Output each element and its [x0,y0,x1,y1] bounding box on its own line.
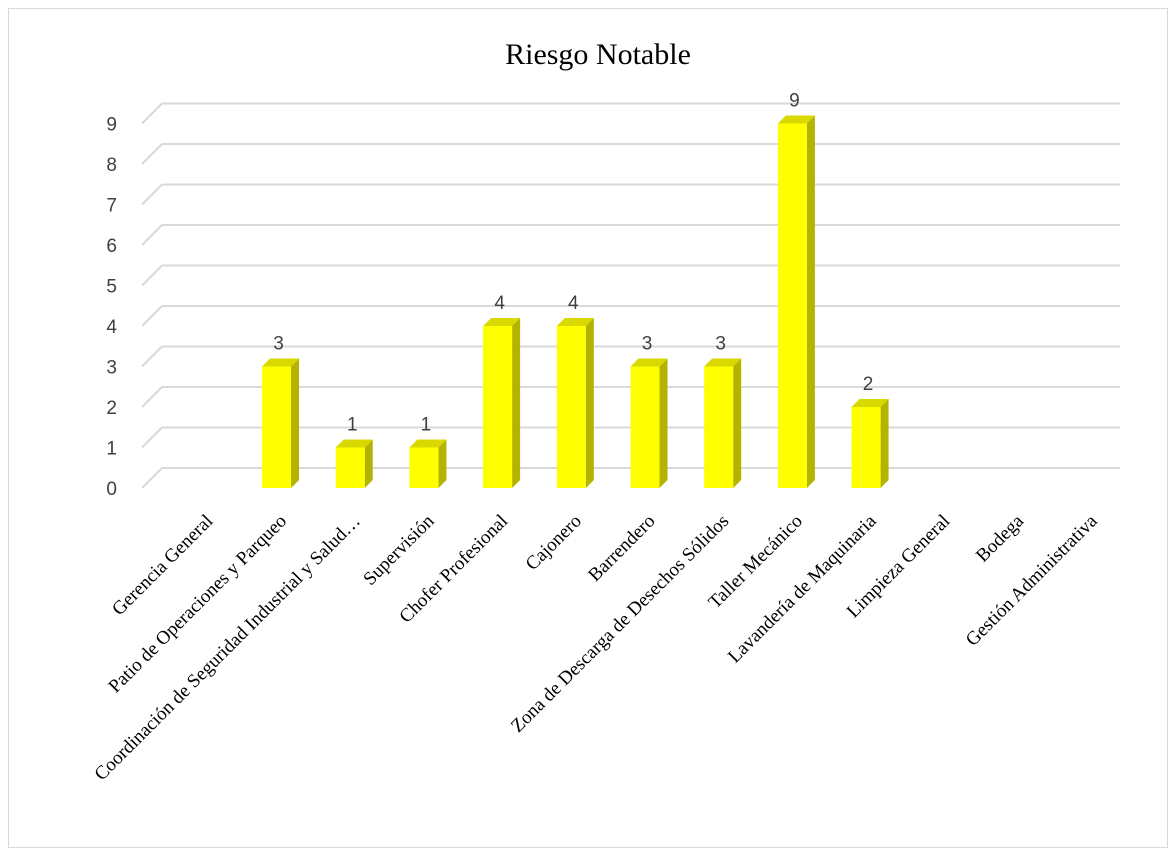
chart-title: Riesgo Notable [505,38,691,71]
bar-side [291,358,300,488]
data-label: 1 [421,415,432,436]
bar-top [409,439,447,448]
y-tick-label: 8 [106,155,117,176]
y-tick-label: 0 [106,479,117,500]
bar-side [733,358,742,488]
data-label: 3 [715,334,726,355]
bar [262,358,300,488]
bar-side [585,318,594,488]
bar-front [483,326,513,488]
y-tick-label: 5 [106,277,117,298]
bar-front [630,366,660,488]
gridline-side [141,183,163,206]
gridline-side [141,264,163,287]
data-labels: 3 1 1 4 4 3 3 9 2 [273,91,873,436]
bar-top [630,358,668,367]
bar-top [262,358,300,367]
bar-front [409,447,439,488]
bar-top [483,318,521,326]
y-tick-label: 6 [106,236,117,257]
bar-top [556,318,594,326]
bar-side [806,115,815,488]
data-label: 9 [789,91,800,112]
gridline-side [141,386,163,408]
y-tick-label: 2 [106,398,117,419]
x-tick-label: Bodega [972,510,1028,566]
gridline-side [141,426,163,449]
data-label: 4 [568,293,579,314]
bar [851,399,889,488]
bar-side [438,439,447,488]
x-tick-label: Lavandería de Maquinaria [724,510,881,667]
bar [556,318,594,488]
bar-top [777,115,815,124]
x-tick-label: Supervisión [359,510,438,589]
bar [777,115,815,488]
x-tick-label: Coordinación de Seguridad Industrial y S… [91,511,365,785]
x-tick-label: Barrendero [584,511,659,586]
bar-top [704,358,742,367]
y-tick-label: 9 [106,115,117,136]
bar [630,358,668,488]
x-tick-label: Cajonero [522,511,586,575]
bar-front [851,407,881,488]
bar-front [335,447,365,488]
y-axis: 0 1 2 3 4 5 6 7 8 9 [106,115,117,501]
data-label: 3 [642,334,653,355]
gridline-side [141,467,163,489]
bar-top [335,439,373,448]
bar-front [262,366,292,488]
bar [704,358,742,488]
gridline-side [141,305,163,327]
data-label: 4 [494,293,505,314]
bar [483,318,521,488]
bar-front [704,366,734,488]
y-tick-label: 4 [106,317,117,338]
bar-side [659,358,668,488]
gridline-side [141,224,163,246]
data-label: 3 [273,334,284,355]
bar-top [851,399,889,407]
x-tick-label: Gestión Administrativa [962,510,1102,650]
bar [409,439,447,488]
gridline-side [141,102,163,125]
y-tick-label: 1 [106,439,117,460]
data-label: 2 [863,374,874,395]
bar-side [880,399,889,488]
y-tick-label: 3 [106,358,117,379]
gridline-side [141,345,163,368]
bar-front [556,326,586,488]
gridlines [141,102,1120,489]
bars [262,115,889,488]
y-tick-label: 7 [106,196,117,217]
bar-side [364,439,373,488]
bar [335,439,373,488]
bar-front [777,123,807,488]
data-label: 1 [347,415,358,436]
gridline-side [141,143,163,165]
bar-side [512,318,521,488]
